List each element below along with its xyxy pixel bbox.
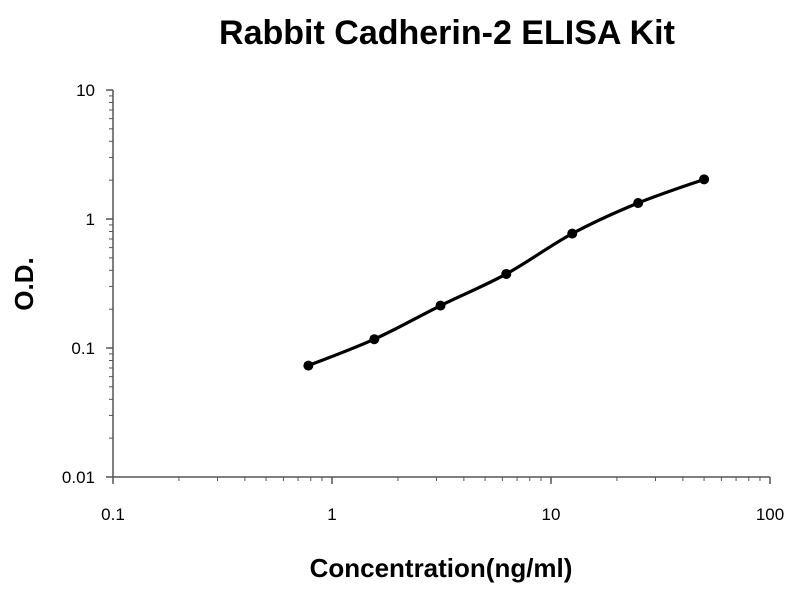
y-tick-label: 0.01 [62,468,95,487]
x-axis-title: Concentration(ng/ml) [310,553,573,583]
y-axis-title: O.D. [9,257,39,310]
data-point [501,268,512,279]
y-tick-label: 0.1 [71,339,95,358]
chart-title: Rabbit Cadherin-2 ELISA Kit [219,14,675,52]
x-tick-label: 100 [756,505,784,524]
data-point [369,334,380,345]
data-point [567,228,578,239]
data-point [435,300,446,311]
series [303,174,710,371]
y-tick-label: 10 [76,81,95,100]
data-point [303,360,314,371]
x-tick-label: 1 [327,505,336,524]
x-tick-label: 10 [542,505,561,524]
y-tick-label: 1 [86,210,95,229]
x-tick-label: 0.1 [101,505,125,524]
data-point [699,174,710,185]
data-point [633,198,644,209]
axes: 0.01 0.1 1 10 0.1 1 10 100 [62,81,784,524]
